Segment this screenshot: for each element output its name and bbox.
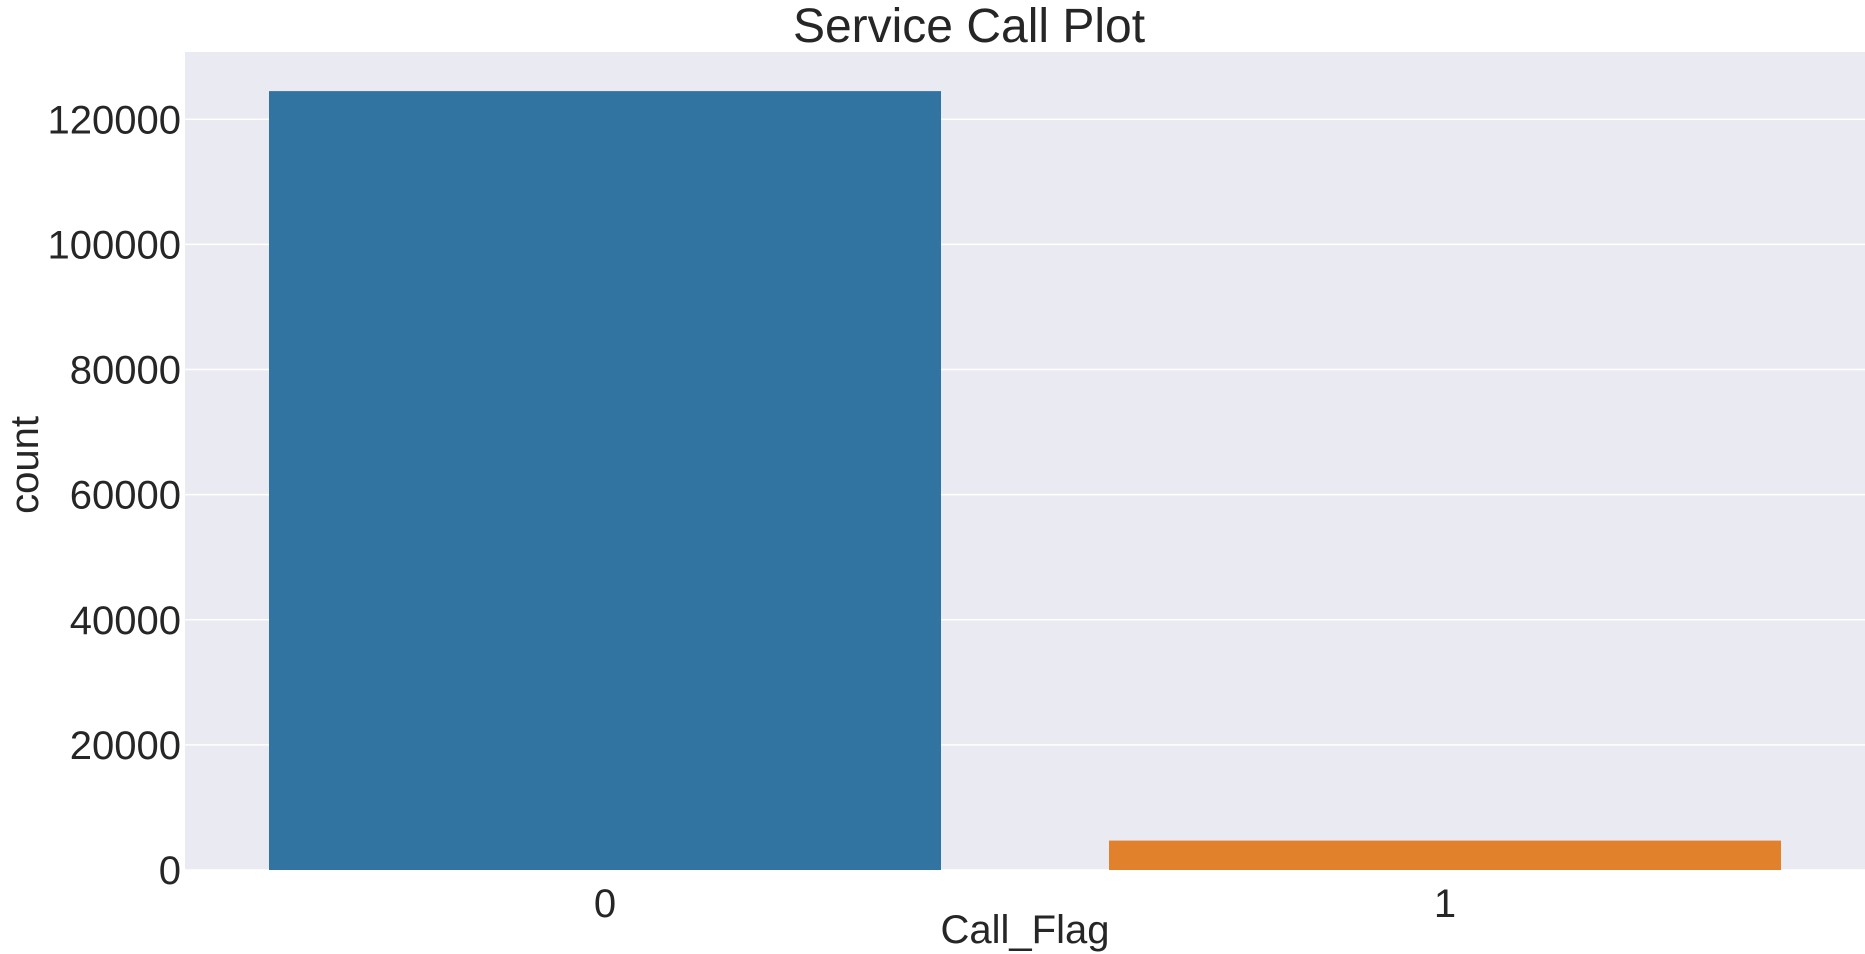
x-tick-label: 0	[594, 882, 616, 926]
y-tick-label: 80000	[70, 349, 181, 393]
chart-title: Service Call Plot	[793, 0, 1145, 53]
x-tick-label: 1	[1434, 882, 1456, 926]
y-tick-label: 20000	[70, 724, 181, 768]
bars	[269, 91, 1781, 871]
x-axis-label: Call_Flag	[941, 908, 1110, 952]
y-tick-label: 60000	[70, 474, 181, 518]
y-tick-label: 100000	[48, 223, 181, 267]
y-tick-label: 0	[159, 849, 181, 893]
y-tick-label: 40000	[70, 599, 181, 643]
y-tick-label: 120000	[48, 98, 181, 142]
y-tick-labels: 0 20000 40000 60000 80000 100000 120000	[48, 98, 181, 893]
y-axis-label: count	[3, 416, 47, 514]
bar-1	[1109, 840, 1781, 870]
bar-0	[269, 91, 941, 871]
